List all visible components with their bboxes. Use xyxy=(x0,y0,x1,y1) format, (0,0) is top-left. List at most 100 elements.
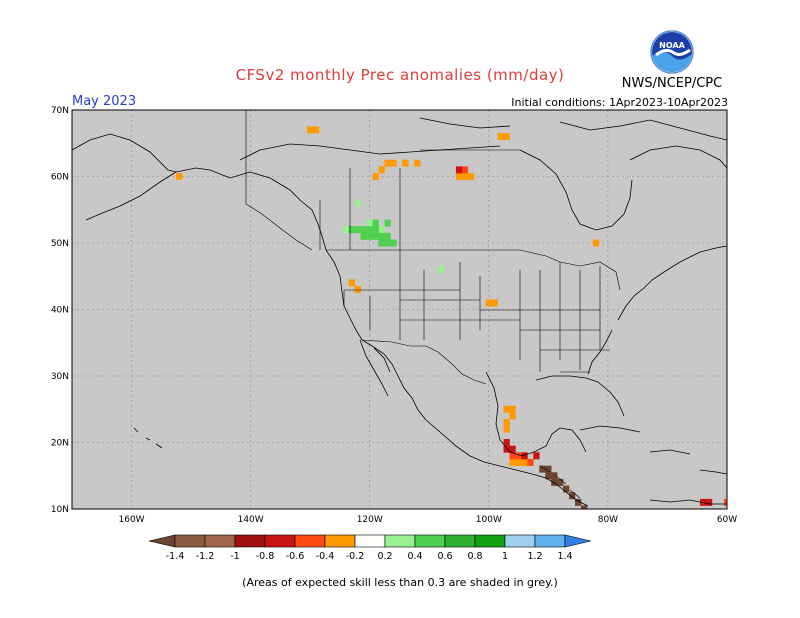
anomaly-cell xyxy=(503,439,510,446)
anomaly-cell xyxy=(384,232,391,240)
anomaly-cell xyxy=(313,126,320,134)
anomaly-cell xyxy=(360,226,367,234)
anomaly-cell xyxy=(372,226,379,234)
anomaly-cell xyxy=(384,159,391,167)
coastline-gulf xyxy=(485,371,625,457)
anomaly-cell xyxy=(509,405,516,413)
lat-tick-label: 70N xyxy=(51,106,69,116)
lon-tick-label: 80W xyxy=(598,515,618,525)
coastline-hudson xyxy=(519,145,727,231)
border-us-canada xyxy=(326,249,621,291)
anomaly-cell xyxy=(491,299,498,307)
anomaly-cell xyxy=(378,166,385,174)
skill-footnote: (Areas of expected skill less than 0.3 a… xyxy=(242,576,558,589)
anomaly-cell xyxy=(580,505,588,509)
political-borders xyxy=(245,110,621,499)
anomaly-cell xyxy=(384,219,391,227)
graticule xyxy=(72,110,727,509)
anomaly-cell xyxy=(390,239,397,247)
anomaly-cell xyxy=(509,412,516,420)
anomaly-cell xyxy=(592,239,600,247)
anomaly-cell xyxy=(539,465,546,473)
lat-tick-label: 40N xyxy=(51,306,69,316)
coastline-east xyxy=(587,245,727,375)
longitude-labels: 160W 140W 120W 100W 80W 60W xyxy=(119,515,738,525)
border-canada-provinces xyxy=(319,149,520,250)
lat-tick-label: 30N xyxy=(51,372,69,382)
lat-tick-label: 50N xyxy=(51,239,69,249)
anomaly-cell xyxy=(515,458,522,466)
coastline-baja xyxy=(359,339,391,397)
anomaly-cell xyxy=(390,159,397,167)
anomaly-cell xyxy=(575,498,582,506)
lon-tick-label: 160W xyxy=(119,515,145,525)
anomaly-cell xyxy=(455,173,463,180)
anomaly-cell xyxy=(509,458,516,466)
anomaly-cell xyxy=(414,159,421,167)
anomaly-cell xyxy=(551,472,558,480)
anomaly-cell xyxy=(485,299,492,307)
anomaly-cell xyxy=(515,452,522,460)
initial-conditions: Initial conditions: 1Apr2023-10Apr2023 xyxy=(511,96,728,109)
coastline-caribbean xyxy=(579,425,727,505)
latitude-labels: 70N 60N 50N 40N 30N 20N 10N xyxy=(51,106,69,515)
border-us-mexico xyxy=(361,339,487,385)
anomaly-cell xyxy=(378,226,385,234)
anomaly-cell xyxy=(372,219,379,227)
anomaly-cell xyxy=(503,133,510,141)
coastline-hawaii xyxy=(133,427,163,449)
anomaly-map: 70N 60N 50N 40N 30N 20N 10N 160W 140W 120W 100W 80… xyxy=(51,106,738,525)
lon-tick-label: 120W xyxy=(357,515,383,525)
anomaly-cell xyxy=(366,232,373,240)
lon-tick-label: 100W xyxy=(476,515,502,525)
lat-tick-label: 20N xyxy=(51,439,69,449)
anomaly-cell xyxy=(342,226,350,234)
anomaly-cell xyxy=(497,133,504,141)
lon-tick-label: 60W xyxy=(717,515,737,525)
anomaly-cell xyxy=(533,452,540,460)
anomaly-cell xyxy=(366,219,373,227)
anomaly-cell xyxy=(521,452,528,460)
anomaly-cell xyxy=(509,452,516,460)
anomaly-cell xyxy=(348,279,355,287)
anomaly-cell xyxy=(503,405,510,413)
anomaly-cell xyxy=(545,472,552,480)
anomaly-cell xyxy=(545,465,552,473)
anomaly-cells xyxy=(176,126,727,509)
anomaly-cell xyxy=(384,239,391,247)
anomaly-cell xyxy=(438,266,445,274)
anomaly-cell xyxy=(723,498,727,506)
anomaly-cell xyxy=(706,498,713,506)
anomaly-cell xyxy=(176,173,183,180)
border-us-states xyxy=(343,250,610,373)
coastlines xyxy=(72,117,727,507)
anomaly-cell xyxy=(461,173,469,180)
logo-text: NOAA xyxy=(659,41,685,50)
anomaly-cell xyxy=(503,445,510,453)
anomaly-cell xyxy=(551,478,558,486)
chart-title: CFSv2 monthly Prec anomalies (mm/day) xyxy=(235,66,565,84)
anomaly-cell xyxy=(503,425,510,433)
anomaly-cell xyxy=(503,419,510,427)
anomaly-cell xyxy=(307,126,314,134)
noaa-logo: NOAA xyxy=(650,30,694,74)
anomaly-cell xyxy=(354,226,361,234)
border-alaska-canada xyxy=(245,110,313,251)
coastline-west xyxy=(72,133,589,507)
anomaly-cell xyxy=(461,166,469,174)
map-frame xyxy=(71,109,728,510)
anomaly-cell xyxy=(372,173,379,180)
anomaly-cell xyxy=(354,286,361,294)
anomaly-cell xyxy=(348,226,355,234)
anomaly-cell xyxy=(372,232,379,240)
coastline-arctic xyxy=(239,117,727,161)
anomaly-cell xyxy=(563,485,570,493)
anomaly-cell xyxy=(557,478,564,486)
anomaly-cell xyxy=(378,239,385,247)
anomaly-cell xyxy=(378,232,385,240)
lon-tick-label: 140W xyxy=(238,515,264,525)
anomaly-cell xyxy=(455,166,463,174)
anomaly-cell xyxy=(366,226,373,234)
anomaly-cell xyxy=(354,199,361,207)
lat-tick-label: 60N xyxy=(51,173,69,183)
